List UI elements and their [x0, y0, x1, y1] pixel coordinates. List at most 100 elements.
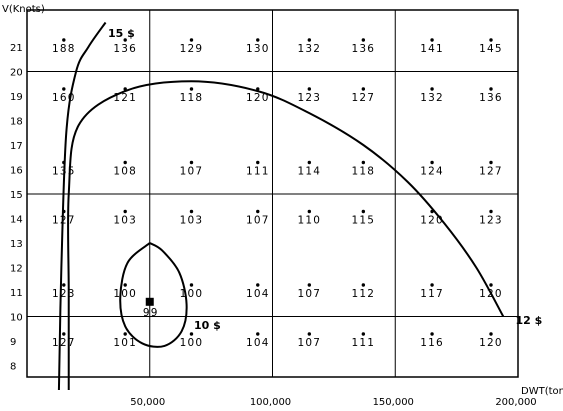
- data-point: [123, 209, 127, 214]
- data-label: 135: [52, 166, 76, 178]
- contour-label: 12 $: [516, 314, 543, 327]
- data-label: 132: [420, 92, 444, 104]
- data-label: 132: [297, 43, 321, 55]
- data-label: 107: [246, 215, 270, 227]
- y-tick-label: 9: [10, 337, 16, 348]
- data-label: 107: [297, 337, 321, 349]
- data-point: [307, 87, 312, 91]
- data-label: 117: [420, 288, 444, 300]
- data-point: [256, 283, 260, 287]
- data-label: 127: [52, 215, 76, 227]
- data-point: [430, 209, 434, 214]
- data-point: [189, 160, 194, 165]
- data-point: [62, 160, 66, 165]
- data-label: 100: [180, 337, 204, 349]
- data-label: 129: [180, 43, 204, 55]
- data-point: [256, 332, 260, 336]
- data-label: 121: [113, 92, 137, 104]
- x-axis-title: DWT(ton): [521, 386, 563, 397]
- data-point: [62, 332, 66, 336]
- data-point: [361, 38, 366, 42]
- data-label: 120: [420, 215, 444, 227]
- data-point: [256, 87, 260, 91]
- y-tick-label: 18: [10, 117, 23, 128]
- data-point: [489, 332, 493, 336]
- contour-label: 15 $: [108, 27, 135, 40]
- data-label: 136: [113, 43, 137, 55]
- data-point: [62, 283, 66, 287]
- data-point: [430, 38, 434, 42]
- data-point: [361, 209, 366, 214]
- x-tick-label: 100,000: [250, 397, 291, 408]
- data-point: [361, 283, 366, 287]
- data-label: 115: [352, 215, 376, 227]
- y-tick-label: 20: [10, 68, 23, 79]
- data-label: 145: [479, 43, 503, 55]
- data-point: [430, 283, 434, 287]
- data-label: 127: [479, 166, 503, 178]
- data-label: 107: [180, 166, 204, 178]
- data-point: [62, 209, 66, 214]
- y-tick-label: 11: [10, 288, 23, 299]
- grid: [26, 9, 519, 378]
- data-point: [123, 160, 127, 165]
- y-tick-label: 19: [10, 92, 23, 103]
- data-point: [256, 209, 260, 214]
- data-label: 108: [113, 166, 137, 178]
- data-label: 100: [113, 288, 137, 300]
- data-point: [489, 209, 493, 214]
- x-tick-label: 200,000: [495, 397, 536, 408]
- data-label: 123: [479, 215, 503, 227]
- contour-label: 10 $: [194, 319, 221, 332]
- data-label: 103: [113, 215, 137, 227]
- data-label: 118: [180, 92, 204, 104]
- x-tick-label: 150,000: [373, 397, 414, 408]
- data-label: 127: [52, 337, 76, 349]
- y-tick-label: 15: [10, 190, 23, 201]
- data-point: [489, 87, 493, 91]
- contour-line: [119, 242, 188, 348]
- data-point: [361, 160, 366, 165]
- data-label: 127: [352, 92, 376, 104]
- data-point: [307, 38, 312, 42]
- y-tick-label: 17: [10, 141, 23, 152]
- data-point: [361, 332, 366, 336]
- data-label: 118: [352, 166, 376, 178]
- data-label: 120: [479, 288, 503, 300]
- data-label: 103: [180, 215, 204, 227]
- data-label: 112: [352, 288, 376, 300]
- data-label: 111: [246, 166, 270, 178]
- y-tick-label: 14: [10, 215, 23, 226]
- data-label: 104: [246, 288, 270, 300]
- data-point: [307, 283, 312, 287]
- data-label: 120: [479, 337, 503, 349]
- data-point: [62, 38, 66, 42]
- data-label: 136: [352, 43, 376, 55]
- data-point: [430, 87, 434, 91]
- data-point: [489, 38, 493, 42]
- y-axis-title: V(Knots): [2, 4, 45, 15]
- cost-contours: 15 $ 12 $ 10 $: [57, 21, 543, 391]
- data-point: [361, 87, 366, 91]
- data-label: 123: [52, 288, 76, 300]
- data-point: [189, 332, 194, 336]
- data-label: 136: [479, 92, 503, 104]
- data-label: 160: [52, 92, 76, 104]
- y-tick-label: 21: [10, 43, 23, 54]
- data-label: 130: [246, 43, 270, 55]
- data-point: [430, 332, 434, 336]
- data-point: [189, 38, 194, 42]
- data-label: 114: [297, 166, 321, 178]
- data-label: 101: [113, 337, 137, 349]
- data-point: [489, 283, 493, 287]
- optimum-marker: [145, 297, 154, 306]
- y-tick-label: 16: [10, 166, 23, 177]
- data-point: [123, 38, 127, 42]
- data-label: 124: [420, 166, 444, 178]
- y-tick-label: 8: [10, 362, 16, 373]
- data-point: [430, 160, 434, 165]
- data-points: 188 136 129 130 132 136 141 145 160 121 118 120 123 1…: [52, 38, 503, 349]
- data-point: [123, 283, 127, 287]
